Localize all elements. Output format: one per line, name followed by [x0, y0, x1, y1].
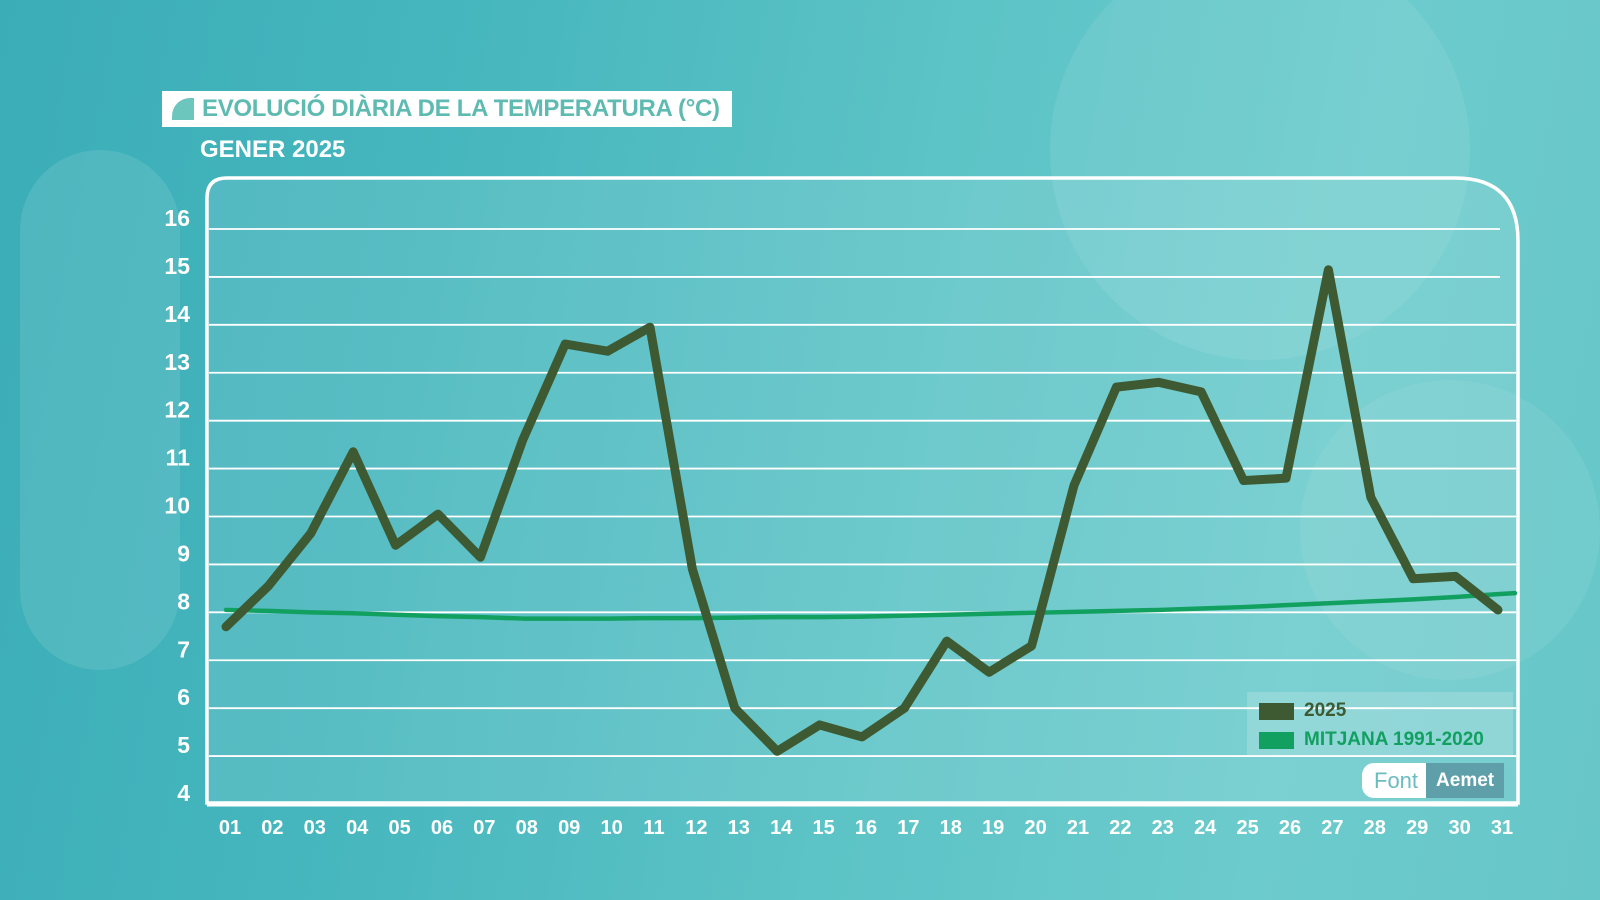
y-tick-label: 16: [164, 205, 190, 231]
x-tick-label: 10: [600, 817, 622, 839]
x-tick-label: 11: [643, 817, 664, 839]
background-decoration: [20, 150, 180, 670]
x-tick-label: 22: [1109, 817, 1131, 839]
x-tick-label: 31: [1491, 817, 1513, 839]
y-tick-label: 5: [177, 732, 190, 758]
x-tick-label: 12: [685, 817, 707, 839]
x-tick-label: 25: [1236, 817, 1258, 839]
legend-item-average: MITJANA 1991-2020: [1259, 729, 1484, 751]
source-name: Aemet: [1426, 763, 1505, 798]
background-decoration: [1300, 380, 1600, 680]
x-tick-label: 19: [982, 817, 1004, 839]
chart-title: EVOLUCIÓ DIÀRIA DE LA TEMPERATURA (°C): [202, 95, 720, 122]
y-tick-label: 9: [177, 540, 190, 566]
y-tick-label: 13: [164, 349, 190, 375]
x-tick-label: 06: [431, 817, 453, 839]
x-tick-label: 27: [1321, 817, 1343, 839]
x-tick-label: 21: [1067, 817, 1089, 839]
x-tick-label: 18: [940, 817, 962, 839]
title-quarter-shape-icon: [172, 98, 194, 120]
x-tick-label: 14: [770, 817, 793, 839]
x-tick-label: 26: [1279, 817, 1301, 839]
gridlines: [209, 228, 1516, 757]
background-decoration: [1050, 0, 1470, 360]
chart-subtitle: GENER 2025: [200, 136, 346, 163]
x-axis-labels: 01 02 03 04 05 06 07 08 09 10 11 12 13 14 15 16 17 18 19 20…: [219, 817, 1513, 839]
legend-swatch-average: [1259, 731, 1294, 749]
source-badge: Font Aemet: [1362, 763, 1505, 798]
y-tick-label: 4: [177, 780, 190, 806]
legend-label-2025: 2025: [1304, 700, 1347, 721]
x-tick-label: 02: [261, 817, 283, 839]
chart-title-box: EVOLUCIÓ DIÀRIA DE LA TEMPERATURA (°C): [162, 91, 732, 127]
x-tick-label: 05: [388, 817, 410, 839]
plot-area: [205, 176, 1520, 805]
x-tick-label: 17: [897, 817, 919, 839]
x-tick-label: 08: [516, 817, 538, 839]
x-tick-label: 28: [1364, 817, 1386, 839]
y-axis-labels: 16 15 14 13 12 11 10 9 8 7 6 5 4: [164, 205, 190, 806]
series-2025-line: [221, 265, 1503, 756]
x-tick-label: 24: [1194, 817, 1217, 839]
y-tick-label: 8: [177, 588, 190, 614]
x-tick-label: 07: [473, 817, 495, 839]
x-tick-label: 13: [728, 817, 750, 839]
x-tick-label: 04: [346, 817, 369, 839]
legend-swatch-2025: [1259, 702, 1294, 720]
source-label: Font: [1362, 763, 1427, 798]
legend-label-average: MITJANA 1991-2020: [1304, 729, 1484, 750]
x-tick-label: 29: [1406, 817, 1428, 839]
x-tick-label: 20: [1024, 817, 1046, 839]
x-tick-label: 01: [219, 817, 241, 839]
x-tick-label: 23: [1152, 817, 1174, 839]
x-tick-label: 30: [1448, 817, 1470, 839]
y-tick-label: 15: [164, 253, 190, 279]
x-tick-label: 09: [558, 817, 580, 839]
x-tick-label: 03: [304, 817, 326, 839]
series-average-line: [223, 590, 1518, 621]
y-tick-label: 7: [177, 636, 190, 662]
y-tick-label: 11: [166, 445, 191, 471]
y-tick-label: 10: [164, 493, 190, 519]
y-tick-label: 6: [177, 684, 190, 710]
y-tick-label: 14: [164, 301, 190, 327]
x-tick-label: 15: [812, 817, 834, 839]
chart-legend: 2025 MITJANA 1991-2020: [1247, 692, 1513, 756]
y-tick-label: 12: [164, 397, 190, 423]
legend-item-2025: 2025: [1259, 700, 1346, 722]
x-tick-label: 16: [855, 817, 877, 839]
